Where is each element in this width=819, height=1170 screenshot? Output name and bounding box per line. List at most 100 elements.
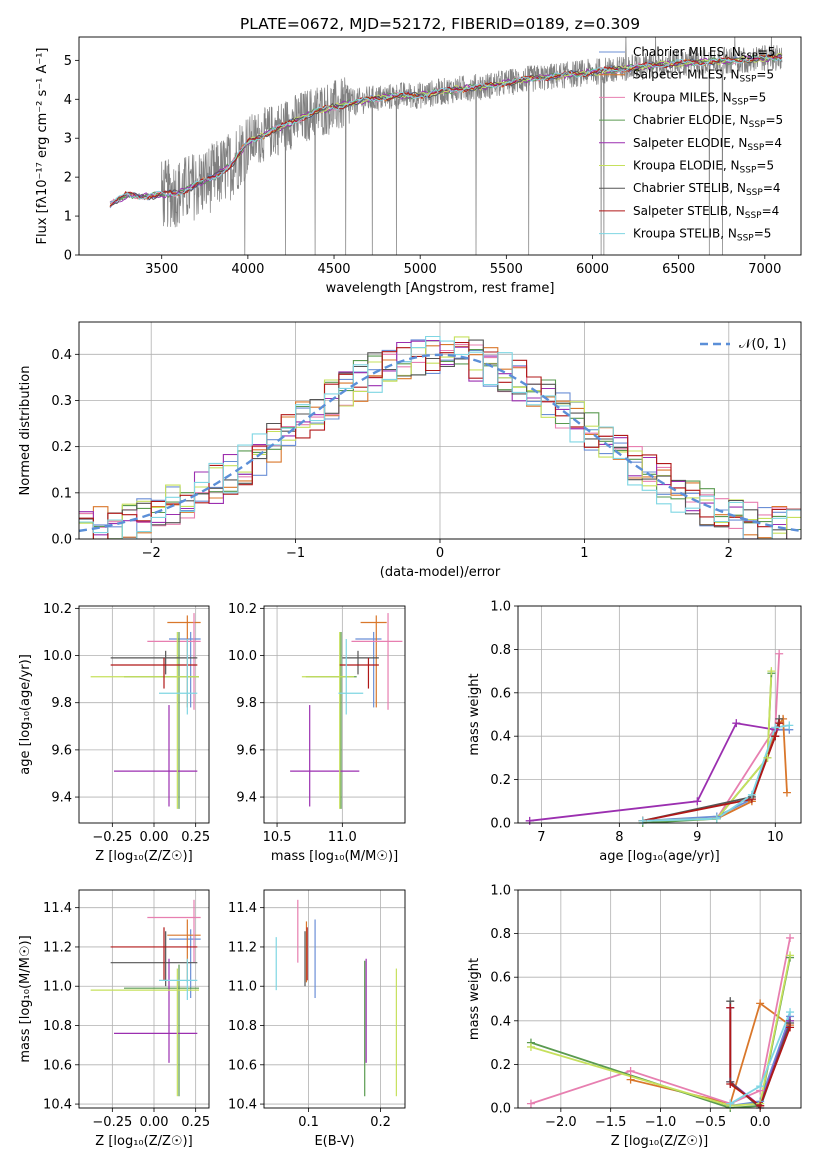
- panel-mass_vs_ebv: 0.1 0.2 10.4 10.6 10.8 11.0 11.2 11.4 E(B-V): [228, 889, 406, 1149]
- errorbar-point-6: [301, 631, 355, 809]
- legend-entry: Kroupa ELODIE, NSSP=5: [633, 159, 774, 176]
- figure-title: PLATE=0672, MJD=52172, FIBERID=0189, z=0…: [240, 15, 640, 33]
- panel-mass_vs_Z: −0.25 0.00 0.25 10.4 10.6 10.8 11.0 11.2 11.4 Z […: [18, 889, 210, 1149]
- weight-marker: [626, 1066, 635, 1075]
- x-tick-label: −1.5: [595, 1115, 627, 1130]
- y-tick-label: 10.0: [43, 649, 72, 664]
- weight-marker: [786, 1008, 795, 1017]
- x-tick-label: 4500: [317, 262, 350, 277]
- weight-marker: [525, 816, 534, 825]
- errorbar-point-1: [169, 631, 201, 708]
- x-tick-label: 0.1: [298, 1115, 319, 1130]
- y-tick-label: 0.1: [51, 486, 72, 501]
- legend-label: Chabrier STELIB, N: [633, 181, 746, 195]
- y-tick-label: 10.8: [43, 1019, 72, 1034]
- panel-weight_vs_age: 7 8 9 10 0.0 0.2 0.4 0.6 0.8 1.0 age [log₁₀(age/yr…: [467, 600, 802, 864]
- legend-subscript: SSP: [740, 75, 757, 85]
- x-tick-label: −0.25: [92, 1115, 132, 1130]
- legend-subscript: SSP: [745, 211, 762, 221]
- plot-area: [90, 899, 201, 1097]
- weight-marker: [726, 1099, 735, 1108]
- legend-entry: Salpeter STELIB, NSSP=4: [633, 204, 779, 221]
- legend-suffix: =5: [765, 113, 783, 127]
- legend-suffix: =4: [763, 181, 781, 195]
- legend-suffix: =5: [756, 159, 774, 173]
- weight-marker: [767, 667, 776, 676]
- x-tick-label: 0.25: [181, 1115, 210, 1130]
- y-tick-label: 1.0: [490, 600, 511, 615]
- panel-spectrum: 3500 4000 4500 5000 5500 6000 6500 7000 0 1 2 3 4 5 wa…: [35, 36, 802, 296]
- legend-suffix: =5: [749, 90, 767, 104]
- model-line-4: [109, 54, 783, 203]
- x-tick-label: −1.0: [645, 1115, 677, 1130]
- panel-weight_vs_Z: −2.0 −1.5 −1.0 −0.5 0.0 0.0 0.2 0.4 0.6 0.8 1.0 Z […: [467, 884, 802, 1149]
- x-tick-label: −0.25: [92, 830, 132, 845]
- y-tick-label: 10.2: [43, 602, 72, 617]
- legend-entry: Chabrier STELIB, NSSP=4: [633, 181, 781, 198]
- weight-marker: [775, 719, 784, 728]
- y-tick-label: 9.6: [236, 743, 257, 758]
- x-tick-label: −2.0: [545, 1115, 577, 1130]
- errorbar-point-6: [90, 631, 199, 809]
- legend-label: Salpeter MILES, N: [633, 68, 740, 82]
- weight-marker: [786, 951, 795, 960]
- weight-marker: [786, 1023, 795, 1032]
- x-tick-label: 10: [767, 830, 784, 845]
- histogram-series-8: [79, 341, 801, 539]
- x-tick-label: 0.2: [370, 1115, 391, 1130]
- y-tick-label: 9.8: [51, 696, 72, 711]
- y-tick-label: 0.8: [490, 643, 511, 658]
- errorbar-point-6: [90, 968, 199, 1097]
- x-axis-label: E(B-V): [314, 1134, 354, 1149]
- model-line-7: [109, 53, 783, 207]
- x-tick-label: 9: [693, 830, 701, 845]
- weight-marker: [775, 649, 784, 658]
- errorbar-point-9: [159, 639, 198, 715]
- weight-marker: [526, 1099, 535, 1108]
- legend-subscript: SSP: [747, 143, 764, 153]
- legend-label: Salpeter ELODIE, N: [633, 136, 747, 150]
- weight-marker: [726, 1003, 735, 1012]
- errorbar-point-8: [110, 927, 198, 981]
- legend-label: 𝒩(0, 1): [739, 337, 786, 352]
- panel-age_vs_Z: −0.25 0.00 0.25 9.4 9.6 9.8 10.0 10.2 Z [log₁₀(Z…: [18, 602, 210, 864]
- legend-subscript: SSP: [741, 52, 758, 62]
- weight-marker: [626, 1075, 635, 1084]
- legend-entry: Chabrier ELODIE, NSSP=5: [633, 113, 783, 130]
- y-axis-label: mass weight: [467, 673, 482, 755]
- weight-marker: [782, 788, 791, 797]
- x-axis-label: mass [log₁₀(M/M☉)]: [271, 849, 398, 864]
- errorbar-point-4: [124, 964, 199, 1097]
- axes-frame: [263, 605, 406, 824]
- x-tick-label: 6500: [662, 262, 695, 277]
- axes-frame: [517, 605, 802, 824]
- plot-area: [79, 335, 801, 539]
- x-tick-label: −2: [142, 546, 161, 561]
- x-tick-label: −1: [286, 546, 305, 561]
- y-tick-label: 10.6: [43, 1058, 72, 1073]
- legend-subscript: SSP: [740, 166, 757, 176]
- panel-age_vs_mass: 10.5 11.0 9.4 9.6 9.8 10.0 10.2 mass [log₁₀(M/M…: [228, 602, 406, 864]
- plot-area: [90, 613, 201, 809]
- y-tick-label: 11.4: [43, 901, 72, 916]
- y-tick-label: 11.2: [228, 940, 257, 955]
- legend-subscript: SSP: [746, 188, 763, 198]
- y-tick-label: 0.2: [490, 1058, 511, 1073]
- weight-marker: [732, 719, 741, 728]
- errorbar-point-7: [110, 650, 198, 675]
- weight-line-5: [529, 722, 776, 822]
- errorbar-point-1: [355, 631, 382, 708]
- x-axis-label: Z [log₁₀(Z/Z☉)]: [95, 849, 192, 864]
- y-tick-label: 0.0: [51, 533, 72, 548]
- y-tick-label: 0: [64, 249, 72, 264]
- errorbar-point-3: [147, 899, 201, 963]
- y-axis-label: mass [log₁₀(M/M☉)]: [18, 935, 33, 1062]
- errorbar-point-7: [342, 650, 379, 675]
- y-tick-label: 9.8: [236, 696, 257, 711]
- axes-frame: [78, 889, 210, 1109]
- legend-label: Kroupa STELIB, N: [633, 227, 737, 241]
- panel-residuals: −2 −1 0 1 2 0.0 0.1 0.2 0.3 0.4 (data-model)/error…: [18, 321, 802, 580]
- histogram-series-9: [79, 335, 801, 539]
